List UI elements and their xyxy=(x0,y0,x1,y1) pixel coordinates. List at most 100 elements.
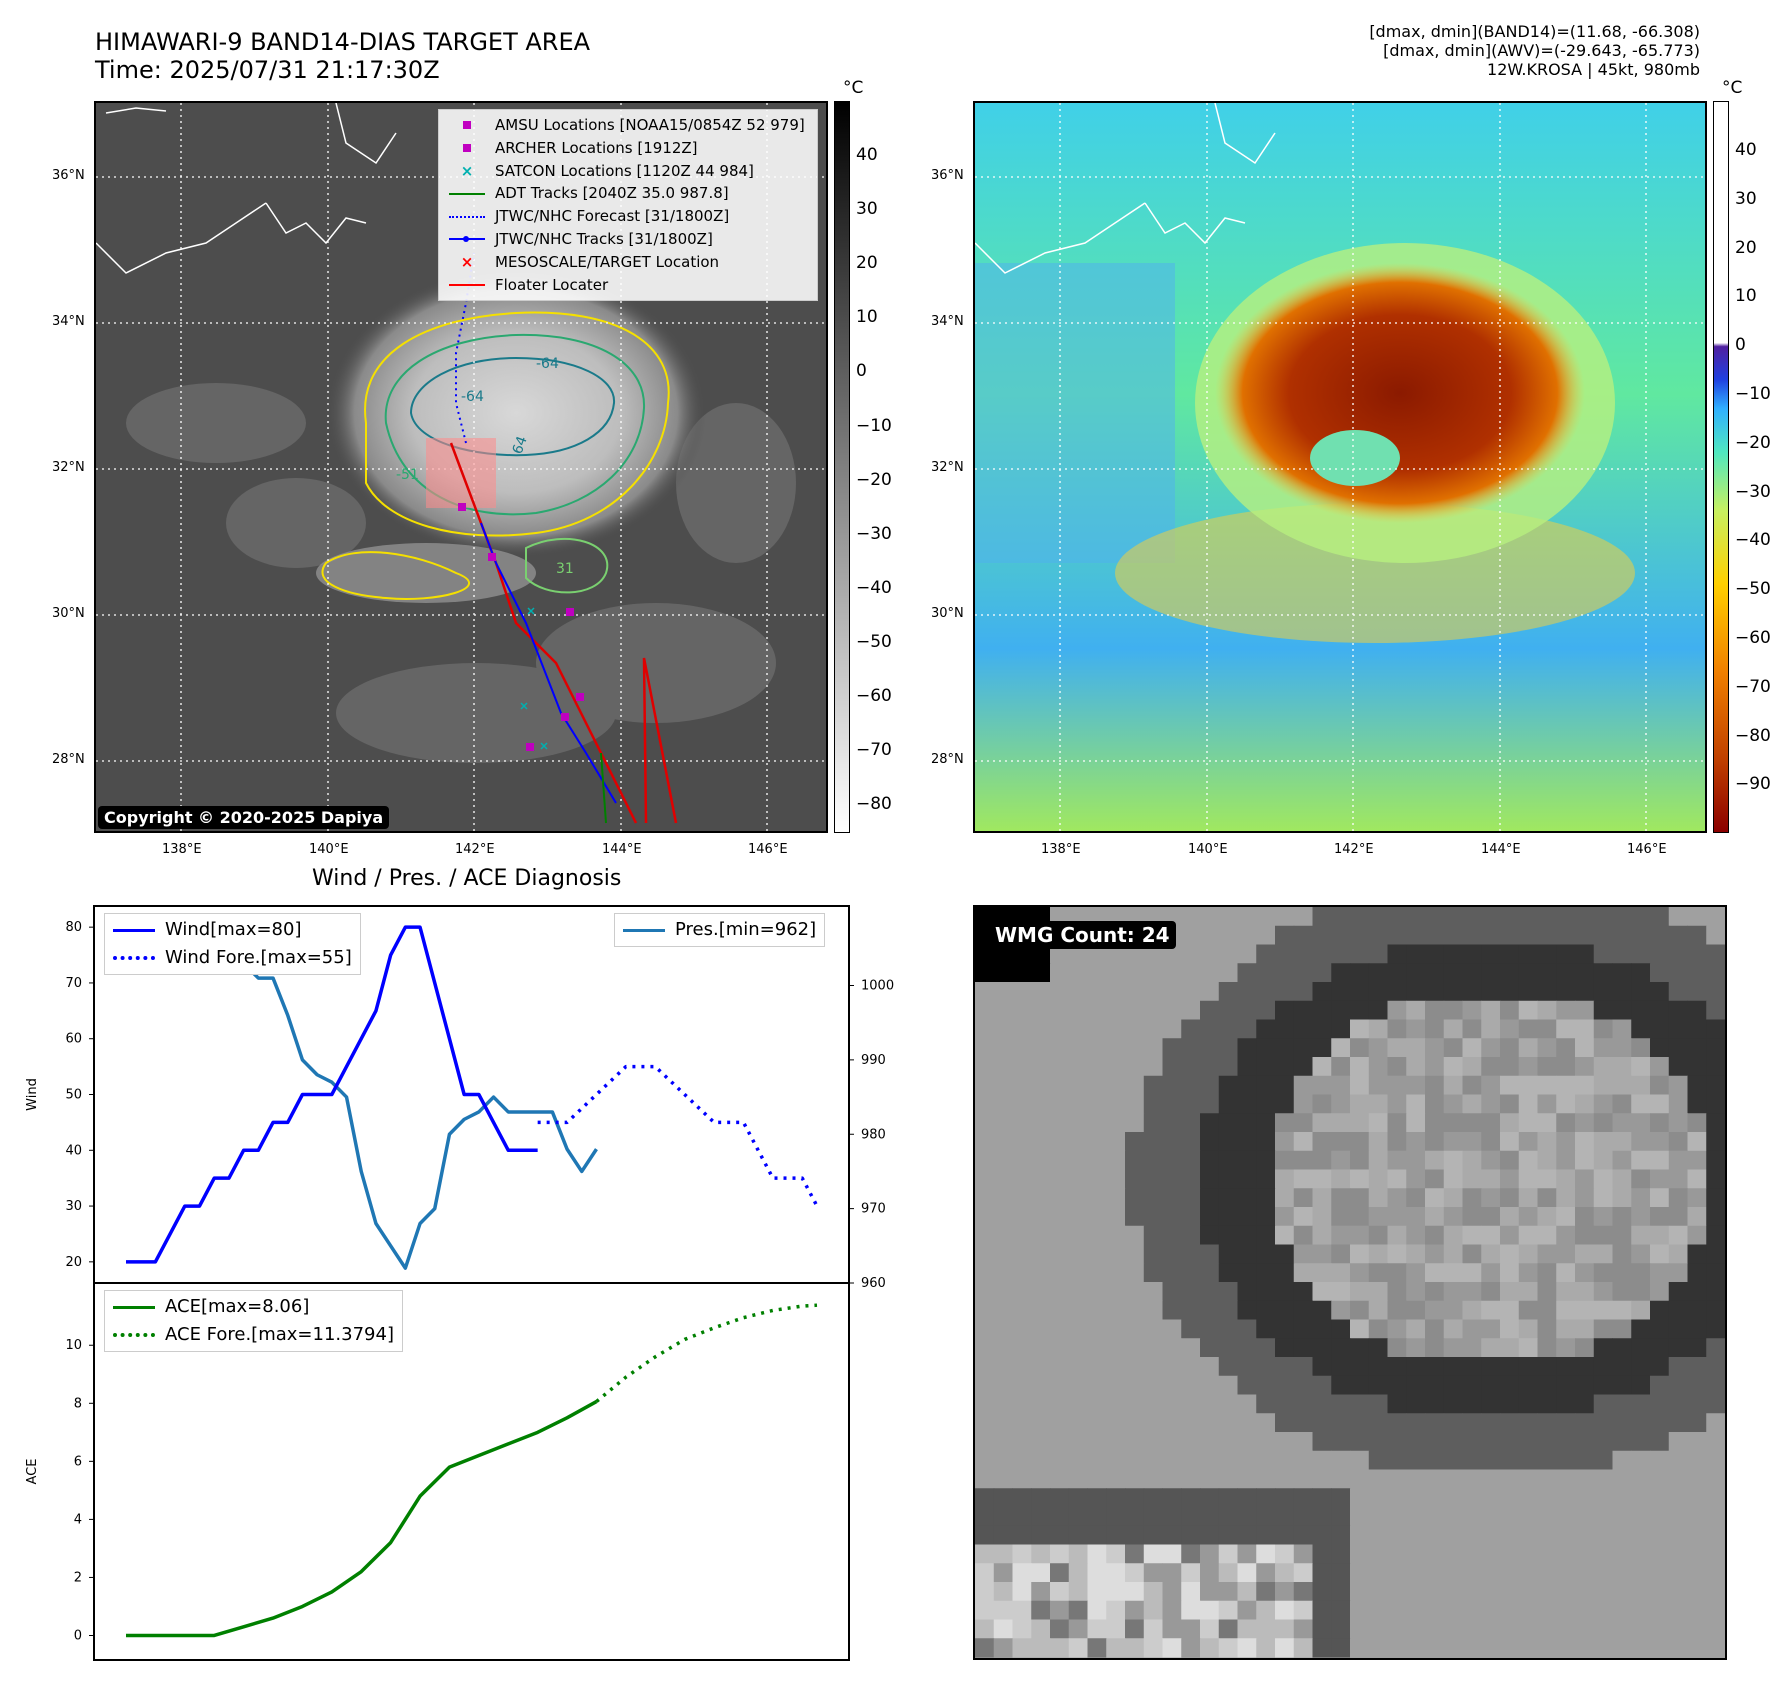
line-marker-icon xyxy=(449,192,485,195)
colorbar-left-tick: 20 xyxy=(856,253,878,274)
awv-lon-label-138: 138°E xyxy=(1041,842,1081,857)
lon-label-140: 140°E xyxy=(309,842,349,857)
wind-legend: Wind[max=80] Wind Fore.[max=55] xyxy=(104,913,361,975)
colorbar-left-tick: 10 xyxy=(856,307,878,328)
colorbar-left-tick: 30 xyxy=(856,199,878,220)
wind-ytick-label: 60 xyxy=(65,1032,82,1047)
line-marker-icon xyxy=(449,283,485,286)
legend-item-satcon: × SATCON Locations [1120Z 44 984] xyxy=(447,160,809,183)
wind-ytick-label: 50 xyxy=(65,1088,82,1103)
colorbar-right-tick: −50 xyxy=(1735,579,1771,600)
awv-cold-core xyxy=(1215,263,1585,523)
legend-item-pressure: Pres.[min=962] xyxy=(623,916,816,944)
awv-map-panel[interactable] xyxy=(973,101,1707,833)
lon-label-138: 138°E xyxy=(162,842,202,857)
ace-ytick-label: 8 xyxy=(74,1396,82,1411)
colorbar-left-tick: −20 xyxy=(856,469,892,490)
colorbar-left xyxy=(834,101,850,833)
awv-lat-label-28: 28°N xyxy=(931,752,964,767)
title-line-2: Time: 2025/07/31 21:17:30Z xyxy=(95,56,440,84)
info-line-2: [dmax, dmin](AWV)=(-29.643, -65.773) xyxy=(1383,41,1700,60)
lat-label-32: 32°N xyxy=(52,460,85,475)
colorbar-right-tick: 40 xyxy=(1735,140,1757,160)
colorbar-right-tick: 30 xyxy=(1735,188,1757,209)
pressure-legend: Pres.[min=962] xyxy=(614,913,826,947)
satcon-points xyxy=(520,607,548,750)
colorbar-left-tick: −50 xyxy=(856,631,892,652)
colorbar-right-tick: −70 xyxy=(1735,676,1771,697)
x-marker-icon: × xyxy=(460,161,474,180)
legend-item-jtwc-tracks: JTWC/NHC Tracks [31/1800Z] xyxy=(447,228,809,251)
legend-item-mesoscale: × MESOSCALE/TARGET Location xyxy=(447,251,809,274)
awv-lon-label-142: 142°E xyxy=(1334,842,1374,857)
jtwc-forecast xyxy=(455,252,475,444)
storm-cloud-shield xyxy=(326,268,706,558)
colorbar-left-tick: 40 xyxy=(856,145,878,165)
colorbar-left-tick: −80 xyxy=(856,794,892,815)
scattered-clouds xyxy=(126,383,796,763)
legend-item-ace: ACE[max=8.06] xyxy=(113,1293,394,1321)
lat-label-28: 28°N xyxy=(52,752,85,767)
legend-item-floater: Floater Locater xyxy=(447,274,809,297)
ace-ytick-label: 0 xyxy=(74,1628,82,1643)
legend-item-ace-fore: ACE Fore.[max=11.3794] xyxy=(113,1321,394,1349)
ace-ytick-label: 2 xyxy=(74,1570,82,1585)
lat-label-30: 30°N xyxy=(52,606,85,621)
x-marker-icon: × xyxy=(460,252,474,271)
map-legend: AMSU Locations [NOAA15/0854Z 52 979] ARC… xyxy=(438,109,818,302)
legend-item-jtwc-forecast: JTWC/NHC Forecast [31/1800Z] xyxy=(447,205,809,228)
colorbar-left-tick: −70 xyxy=(856,740,892,761)
colorbar-right-tick: 10 xyxy=(1735,286,1757,307)
legend-item-amsu: AMSU Locations [NOAA15/0854Z 52 979] xyxy=(447,114,809,137)
lat-label-34: 34°N xyxy=(52,314,85,329)
lon-label-144: 144°E xyxy=(602,842,642,857)
adt-track xyxy=(600,752,607,824)
pressure-ytick-label: 1000 xyxy=(861,979,894,994)
diagnosis-title: Wind / Pres. / ACE Diagnosis xyxy=(312,866,622,891)
awv-lat-label-30: 30°N xyxy=(931,606,964,621)
colorbar-left-tick: 0 xyxy=(856,361,867,382)
colorbar-right xyxy=(1713,101,1729,833)
contour-label-1: -64 xyxy=(461,389,484,405)
ace-forecast-line xyxy=(595,1303,818,1403)
colorbar-right-tick: −80 xyxy=(1735,725,1771,746)
wmg-count-badge: WMG Count: 24 xyxy=(989,921,1176,949)
square-marker-icon xyxy=(463,121,471,130)
colorbar-right-tick: −20 xyxy=(1735,432,1771,453)
colorbar-right-tick: −10 xyxy=(1735,384,1771,404)
wind-ytick-label: 70 xyxy=(65,976,82,991)
title-line-1: HIMAWARI-9 BAND14-DIAS TARGET AREA xyxy=(95,28,591,56)
colorbar-left-tick: −60 xyxy=(856,686,892,706)
info-block: [dmax, dmin](BAND14)=(11.68, -66.308) [d… xyxy=(1369,22,1700,79)
pressure-ytick-label: 980 xyxy=(861,1127,886,1142)
lat-label-36: 36°N xyxy=(52,168,85,183)
pressure-line xyxy=(126,924,598,1270)
ir-map-panel[interactable]: -64 64 -64 -51 31 AMSU Locations [NOAA15… xyxy=(94,101,828,833)
dotted-line-icon xyxy=(449,215,485,218)
legend-item-wind-fore: Wind Fore.[max=55] xyxy=(113,944,352,972)
colorbar-right-tick: 20 xyxy=(1735,237,1757,258)
colorbar-left-tick: −30 xyxy=(856,523,892,544)
amsu-points xyxy=(458,503,584,751)
awv-lat-label-34: 34°N xyxy=(931,314,964,329)
ace-ytick-label: 4 xyxy=(74,1512,82,1527)
wind-ytick-label: 40 xyxy=(65,1143,82,1158)
legend-item-archer: ARCHER Locations [1912Z] xyxy=(447,137,809,160)
wmg-panel[interactable]: WMG Count: 24 xyxy=(973,905,1727,1660)
coastline xyxy=(975,103,1276,274)
contour-labels: -64 64 -64 -51 31 xyxy=(396,356,574,577)
pressure-ytick-label: 960 xyxy=(861,1276,886,1291)
colorbar-right-tick: −40 xyxy=(1735,530,1771,551)
colorbar-right-tick: −60 xyxy=(1735,628,1771,648)
ace-ytick-label: 6 xyxy=(74,1454,82,1469)
contour-label-4: -51 xyxy=(396,467,419,483)
lon-label-142: 142°E xyxy=(455,842,495,857)
square-marker-icon xyxy=(463,144,471,153)
pressure-ytick-label: 970 xyxy=(861,1202,886,1217)
legend-item-adt: ADT Tracks [2040Z 35.0 987.8] xyxy=(447,182,809,205)
awv-lat-label-32: 32°N xyxy=(931,460,964,475)
colorbar-right-tick: −30 xyxy=(1735,481,1771,502)
wind-ytick-label: 30 xyxy=(65,1199,82,1214)
info-line-1: [dmax, dmin](BAND14)=(11.68, -66.308) xyxy=(1369,22,1700,41)
awv-lon-label-144: 144°E xyxy=(1481,842,1521,857)
